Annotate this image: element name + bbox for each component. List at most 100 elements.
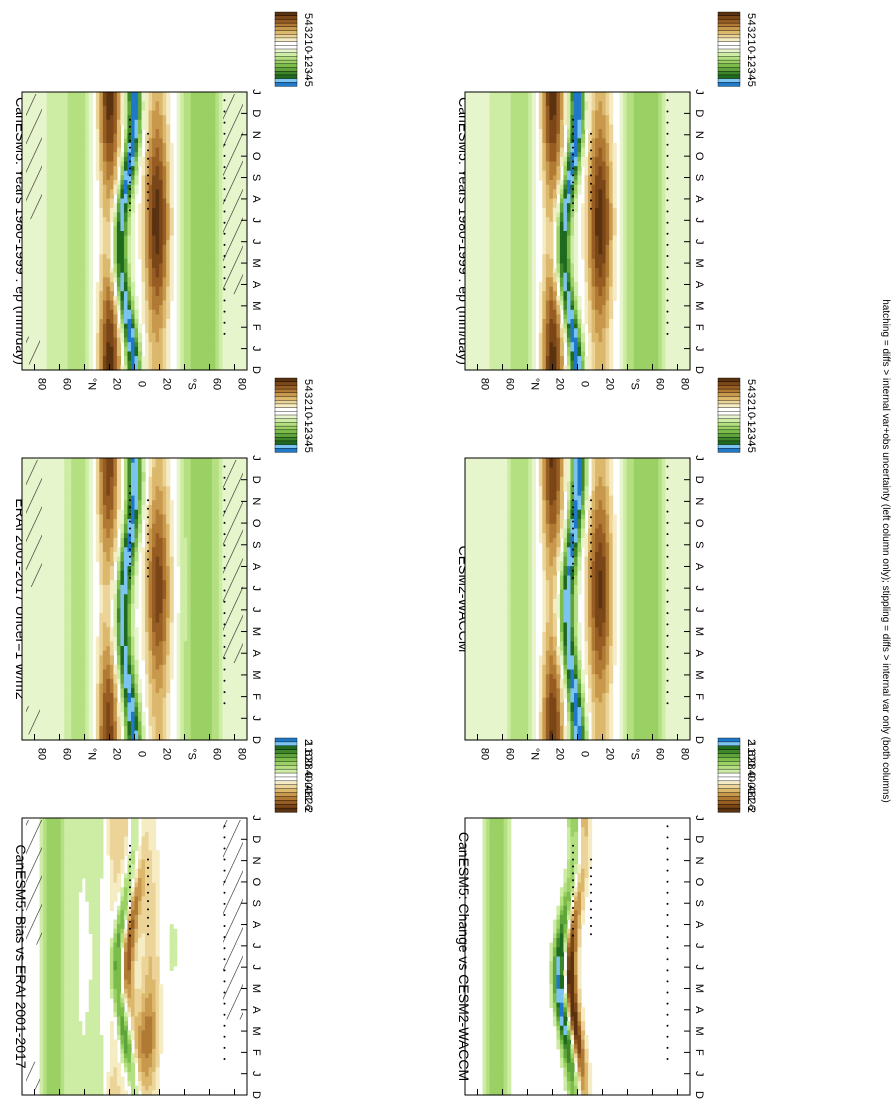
heatmap-cell xyxy=(116,286,122,292)
heatmap-cell xyxy=(517,346,522,353)
heatmap-cell xyxy=(475,115,480,121)
heatmap-cell xyxy=(166,138,171,144)
heatmap-cell xyxy=(148,235,153,241)
heatmap-cell xyxy=(74,175,79,181)
heatmap-cell xyxy=(493,175,498,181)
heatmap-cell xyxy=(102,351,107,357)
heatmap-cell xyxy=(176,129,181,135)
heatmap-cell xyxy=(39,323,44,329)
heatmap-cell xyxy=(71,337,76,343)
heatmap-cell xyxy=(39,231,44,237)
heatmap-cell xyxy=(531,203,536,209)
heatmap-cell xyxy=(475,96,480,102)
heatmap-cell xyxy=(517,184,522,190)
heatmap-cell xyxy=(166,189,171,195)
heatmap-cell xyxy=(85,323,90,329)
heatmap-cell xyxy=(99,244,104,251)
heatmap-cell xyxy=(145,263,150,269)
heatmap-cell xyxy=(465,286,470,292)
heatmap-cell xyxy=(166,170,171,176)
heatmap-cell xyxy=(85,161,90,167)
heatmap-cell xyxy=(159,231,164,237)
heatmap-cell xyxy=(243,133,248,139)
heatmap-cell xyxy=(204,124,209,130)
heatmap-cell xyxy=(232,328,238,334)
heatmap-cell xyxy=(194,305,199,311)
heatmap-cell xyxy=(130,346,136,353)
heatmap-cell xyxy=(53,291,58,297)
heatmap-cell xyxy=(81,356,86,362)
heatmap-cell xyxy=(141,156,146,163)
heatmap-cell xyxy=(510,101,515,107)
heatmap-cell xyxy=(169,147,174,153)
heatmap-cell xyxy=(493,268,498,274)
heatmap-cell xyxy=(95,314,100,320)
heatmap-cell xyxy=(46,272,51,278)
heatmap-cell xyxy=(85,96,90,102)
heatmap-cell xyxy=(475,272,480,278)
heatmap-cell xyxy=(204,268,209,274)
heatmap-cell xyxy=(190,198,195,204)
heatmap-cell xyxy=(106,263,111,269)
heatmap-cell xyxy=(46,203,51,209)
heatmap-cell xyxy=(152,319,157,325)
heatmap-cell xyxy=(496,263,501,269)
heatmap-cell xyxy=(116,96,122,102)
heatmap-cell xyxy=(486,207,491,214)
heatmap-cell xyxy=(155,291,160,297)
heatmap-cell xyxy=(211,226,216,232)
heatmap-cell xyxy=(113,142,118,149)
heatmap-cell xyxy=(159,332,164,339)
heatmap-cell xyxy=(81,328,86,334)
heatmap-cell xyxy=(197,291,202,297)
heatmap-cell xyxy=(162,277,167,283)
heatmap-cell xyxy=(183,138,188,144)
heatmap-cell xyxy=(22,175,27,181)
heatmap-cell xyxy=(127,129,132,135)
heatmap-cell xyxy=(190,240,195,246)
heatmap-cell xyxy=(127,184,132,190)
heatmap-cell xyxy=(514,212,519,218)
heatmap-cell xyxy=(176,133,181,139)
heatmap-cell xyxy=(50,105,55,112)
heatmap-cell xyxy=(120,323,125,329)
heatmap-cell xyxy=(176,207,181,214)
heatmap-cell xyxy=(187,319,192,325)
heatmap-cell xyxy=(145,272,150,278)
heatmap-cell xyxy=(74,351,79,357)
heatmap-cell xyxy=(201,212,206,218)
heatmap-cell xyxy=(145,119,150,126)
heatmap-cell xyxy=(102,142,107,149)
heatmap-cell xyxy=(152,166,157,172)
heatmap-cell xyxy=(514,193,519,200)
heatmap-cell xyxy=(507,309,512,315)
heatmap-cell xyxy=(88,156,93,163)
heatmap-cell xyxy=(60,263,65,269)
heatmap-cell xyxy=(243,263,248,269)
heatmap-cell xyxy=(120,319,125,325)
heatmap-cell xyxy=(130,342,136,348)
heatmap-cell xyxy=(148,212,153,218)
heatmap-cell xyxy=(215,129,220,135)
heatmap-cell xyxy=(204,351,209,357)
heatmap-cell xyxy=(197,175,202,181)
heatmap-cell xyxy=(130,337,136,343)
heatmap-cell xyxy=(468,365,473,371)
heatmap-cell xyxy=(22,161,27,167)
heatmap-cell xyxy=(166,124,171,130)
heatmap-cell xyxy=(102,152,107,158)
heatmap-cell xyxy=(500,235,505,241)
heatmap-cell xyxy=(22,240,27,246)
heatmap-cell xyxy=(78,332,83,339)
heatmap-cell xyxy=(500,360,505,366)
heatmap-cell xyxy=(190,175,195,181)
heatmap-cell xyxy=(29,226,34,232)
heatmap-cell xyxy=(109,365,115,371)
heatmap-cell xyxy=(514,268,519,274)
heatmap-cell xyxy=(95,360,100,366)
heatmap-cell xyxy=(88,124,93,130)
heatmap-cell xyxy=(190,217,195,223)
heatmap-cell xyxy=(531,124,536,130)
heatmap-cell xyxy=(102,300,107,306)
stipple-dot xyxy=(223,243,226,246)
